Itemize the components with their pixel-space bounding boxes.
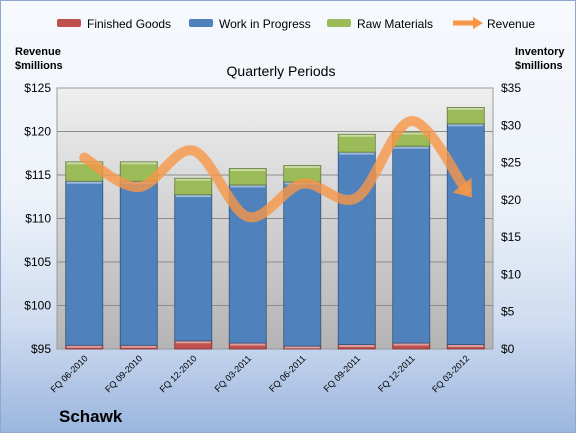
bar-work-in-progress [119, 180, 158, 346]
x-tick-label: FQ 03-2012 [430, 353, 471, 394]
revenue-line-layer [79, 116, 472, 223]
right-tick-label: $20 [501, 193, 521, 207]
x-axis-ticks: FQ 06-2010 FQ 09-2010 FQ 12-2010 FQ 03-2011… [49, 353, 472, 394]
x-tick-label: FQ 06-2011 [267, 353, 308, 394]
right-tick-label: $0 [501, 342, 515, 356]
bar-raw-materials-highlight [448, 107, 484, 110]
x-tick-label: FQ 12-2010 [158, 353, 199, 394]
bar-work-in-progress [65, 180, 104, 346]
x-tick-label: FQ 12-2011 [376, 353, 417, 394]
legend-swatch-raw-materials [327, 19, 351, 27]
bar-work-in-progress-highlight [230, 185, 266, 188]
right-axis-ticks: $0 $5 $10 $15 $20 $25 $30 $35 [501, 81, 521, 356]
bar-work-in-progress [283, 181, 322, 347]
legend-arrow-revenue [473, 17, 483, 29]
bar-finished-goods-highlight [393, 343, 429, 346]
bar-layer [65, 106, 485, 350]
left-tick-label: $100 [24, 299, 51, 313]
right-tick-label: $5 [501, 305, 515, 319]
legend-label-raw-materials: Raw Materials [357, 17, 433, 31]
right-tick-label: $10 [501, 267, 521, 281]
left-axis-title-line2: $millions [15, 60, 63, 72]
legend-label-finished-goods: Finished Goods [87, 17, 171, 31]
left-tick-label: $125 [24, 81, 51, 95]
chart-subtitle: Quarterly Periods [227, 63, 336, 79]
left-axis-title-line1: Revenue [15, 46, 61, 58]
bar-raw-materials [337, 133, 376, 153]
bar-work-in-progress-highlight [448, 124, 484, 127]
right-tick-label: $35 [501, 81, 521, 95]
bar-raw-materials-highlight [393, 132, 429, 135]
right-tick-label: $25 [501, 156, 521, 170]
bar-raw-materials-highlight [284, 166, 320, 169]
x-tick-label: FQ 06-2010 [49, 353, 90, 394]
revenue-line [79, 116, 471, 223]
right-tick-label: $30 [501, 118, 521, 132]
bar-finished-goods-highlight [121, 345, 157, 348]
bar-work-in-progress-highlight [339, 152, 375, 155]
left-tick-label: $105 [24, 255, 51, 269]
legend-label-revenue: Revenue [487, 17, 535, 31]
x-tick-label: FQ 09-2010 [103, 353, 144, 394]
left-tick-label: $120 [24, 125, 51, 139]
legend-label-work-in-progress: Work in Progress [219, 17, 311, 31]
bar-work-in-progress-highlight [393, 146, 429, 149]
right-axis-title-line1: Inventory [515, 46, 565, 58]
right-tick-label: $15 [501, 230, 521, 244]
legend: Finished Goods Work in Progress Raw Mate… [57, 17, 535, 31]
bar-raw-materials-highlight [339, 134, 375, 137]
bar-raw-materials-highlight [175, 178, 211, 181]
bar-finished-goods-highlight [448, 345, 484, 348]
legend-swatch-finished-goods [57, 19, 81, 27]
bar-work-in-progress-highlight [66, 181, 102, 184]
left-tick-label: $115 [25, 168, 51, 182]
legend-swatch-work-in-progress [189, 19, 213, 27]
bar-work-in-progress [446, 123, 485, 345]
company-name: Schawk [59, 407, 123, 426]
right-axis-title-line2: $millions [515, 60, 563, 72]
bar-finished-goods-highlight [339, 345, 375, 348]
bar-raw-materials [228, 168, 267, 186]
bar-finished-goods-highlight [66, 345, 102, 348]
bar-raw-materials [446, 106, 485, 125]
x-tick-label: FQ 03-2011 [213, 353, 254, 394]
left-axis-ticks: $95 $100 $105 $110 $115 $120 $125 [24, 81, 51, 356]
bar-work-in-progress [174, 194, 213, 342]
bar-work-in-progress-highlight [175, 195, 211, 198]
bar-finished-goods-highlight [175, 341, 211, 344]
left-tick-label: $110 [25, 212, 51, 226]
bar-work-in-progress [392, 145, 431, 344]
bar-finished-goods-highlight [230, 343, 266, 346]
left-tick-label: $95 [31, 342, 51, 356]
bar-raw-materials [174, 177, 213, 196]
bar-finished-goods-highlight [284, 346, 320, 349]
revenue-arrowhead [452, 177, 472, 198]
x-tick-label: FQ 09-2011 [322, 353, 363, 394]
bar-raw-materials-highlight [230, 169, 266, 172]
bar-raw-materials-highlight [121, 162, 157, 165]
